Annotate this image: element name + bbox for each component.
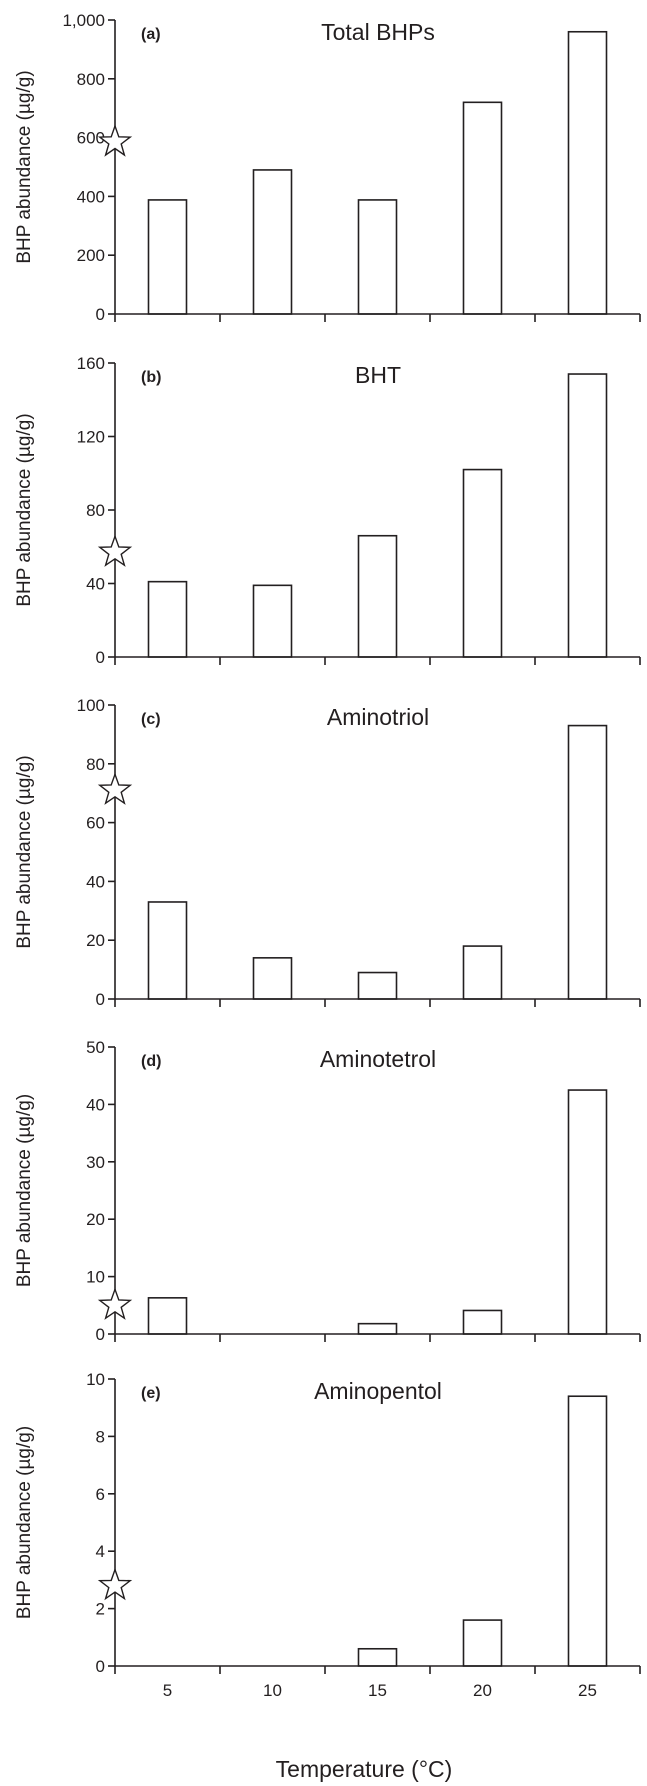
panel-2-y-tick-label: 80 [86, 755, 105, 774]
panel-2-y-tick-label: 40 [86, 872, 105, 891]
panel-3-y-tick-label: 0 [96, 1325, 105, 1344]
panel-4-letter: (e) [141, 1385, 161, 1402]
panel-1-bar-15 [357, 534, 398, 658]
panel-3-bar-15 [357, 1322, 398, 1335]
x-tick-label-20: 20 [473, 1681, 492, 1700]
panel-3-title: Aminotetrol [320, 1046, 436, 1072]
panel-3-y-tick-label: 30 [86, 1153, 105, 1172]
panel-2-bar-25 [567, 724, 608, 1000]
panel-4-bar-25 [567, 1395, 608, 1667]
panel-3-y-tick-label: 50 [86, 1038, 105, 1057]
panel-0-bar-5 [147, 199, 188, 315]
panel-0-bar-15 [357, 199, 398, 315]
panel-2-title: Aminotriol [327, 704, 429, 730]
panel-1-y-tick-label: 0 [96, 648, 105, 667]
panel-4-bar-15 [357, 1647, 398, 1667]
panel-2-y-tick-label: 0 [96, 990, 105, 1009]
panel-3-y-tick-label: 20 [86, 1210, 105, 1229]
panel-4-y-axis-title: BHP abundance (µg/g) [14, 1426, 35, 1619]
panel-2-bar-20 [462, 945, 503, 1000]
panel-1-letter: (b) [141, 369, 161, 386]
panel-2-bar-10 [252, 957, 293, 1000]
panel-0-y-axis-title: BHP abundance (µg/g) [14, 70, 35, 263]
x-axis-title: Temperature (°C) [276, 1756, 453, 1782]
panel-4-y-tick-label: 8 [96, 1427, 105, 1446]
star-outline-icon [97, 772, 133, 805]
panel-0-letter: (a) [141, 26, 161, 43]
panel-1-y-tick-label: 160 [77, 354, 105, 373]
panel-1-bar-25 [567, 373, 608, 658]
x-tick-label-5: 5 [163, 1681, 172, 1700]
panel-1-y-tick-label: 120 [77, 428, 105, 447]
panel-4-y-tick-label: 0 [96, 1657, 105, 1676]
panel-4-y-tick-label: 6 [96, 1485, 105, 1504]
star-outline-icon [97, 123, 133, 157]
panel-1-bar-10 [252, 584, 293, 658]
panel-2-bar-15 [357, 971, 398, 1000]
panel-1-y-tick-label: 80 [86, 501, 105, 520]
panel-4-bar-20 [462, 1619, 503, 1667]
panel-1-title: BHT [355, 362, 401, 388]
star-outline-icon [97, 1567, 133, 1601]
panel-0-bar-25 [567, 30, 608, 315]
panel-1-y-tick-label: 40 [86, 575, 105, 594]
panel-0-y-tick-label: 600 [77, 129, 105, 148]
panel-4-y-tick-label: 2 [96, 1600, 105, 1619]
panel-0-y-tick-label: 1,000 [62, 11, 105, 30]
star-outline-icon [97, 534, 133, 567]
panel-0-bar-20 [462, 101, 503, 315]
panel-2-y-tick-label: 20 [86, 931, 105, 950]
panel-4-y-tick-label: 10 [86, 1370, 105, 1389]
panel-4-y-tick-label: 4 [96, 1542, 105, 1561]
panel-2-y-tick-label: 60 [86, 814, 105, 833]
star-outline-icon [97, 1287, 133, 1320]
panel-0-y-tick-label: 400 [77, 187, 105, 206]
panel-2-y-axis-title: BHP abundance (µg/g) [14, 755, 35, 948]
x-tick-label-10: 10 [263, 1681, 282, 1700]
panel-1-y-axis-title: BHP abundance (µg/g) [14, 413, 35, 606]
panel-0-y-tick-label: 0 [96, 305, 105, 324]
panel-2-letter: (c) [141, 711, 161, 728]
panel-1-bar-5 [147, 580, 188, 658]
panel-3-bar-5 [147, 1297, 188, 1335]
panel-0-title: Total BHPs [321, 19, 435, 45]
panel-0-y-tick-label: 200 [77, 246, 105, 265]
panel-3-letter: (d) [141, 1053, 161, 1070]
panel-3-y-tick-label: 10 [86, 1268, 105, 1287]
panel-2-y-tick-label: 100 [77, 696, 105, 715]
panel-0-bar-10 [252, 169, 293, 315]
panel-3-bar-25 [567, 1089, 608, 1335]
panel-3-y-tick-label: 40 [86, 1095, 105, 1114]
panel-1-bar-20 [462, 468, 503, 658]
x-tick-label-25: 25 [578, 1681, 597, 1700]
x-tick-label-15: 15 [368, 1681, 387, 1700]
panel-4-title: Aminopentol [314, 1378, 442, 1404]
panel-3-y-axis-title: BHP abundance (µg/g) [14, 1094, 35, 1287]
panel-2-bar-5 [147, 901, 188, 1000]
panel-3-bar-20 [462, 1309, 503, 1335]
panel-0-y-tick-label: 800 [77, 70, 105, 89]
